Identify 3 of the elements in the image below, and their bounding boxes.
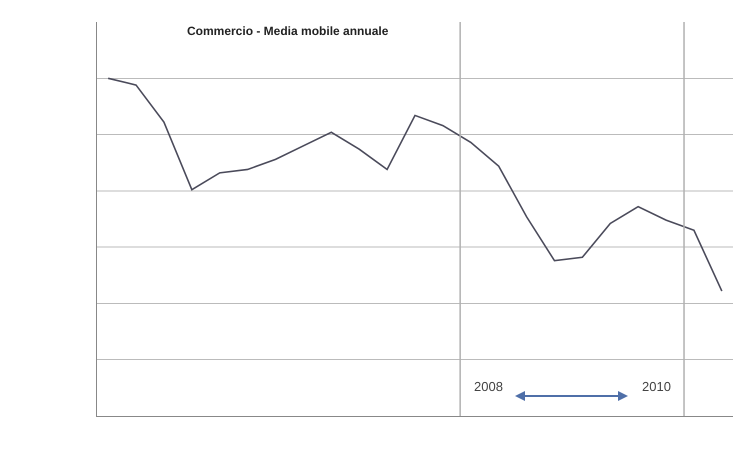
chart-title: Commercio - Media mobile annuale [187, 24, 389, 38]
annotation: 2008 [474, 379, 503, 394]
annotation: 2010 [642, 379, 671, 394]
